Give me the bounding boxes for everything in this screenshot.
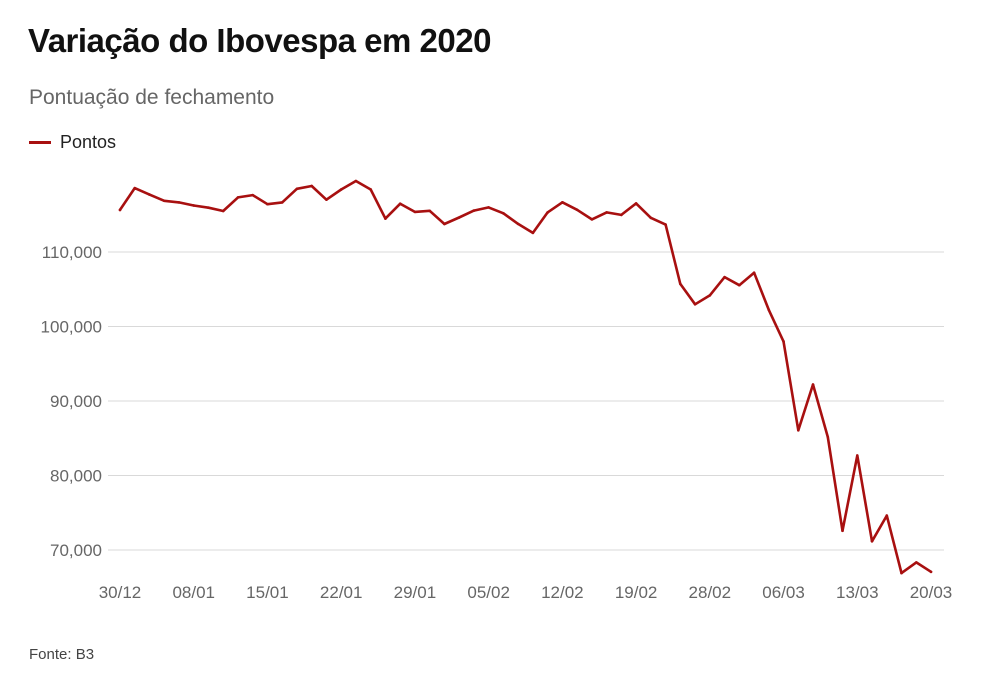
data-point xyxy=(428,209,431,213)
y-tick-label: 80,000 xyxy=(50,467,102,486)
data-point xyxy=(516,222,520,226)
y-tick-label: 90,000 xyxy=(50,392,102,411)
data-point xyxy=(870,539,874,543)
data-point xyxy=(266,202,269,206)
x-tick-label: 08/01 xyxy=(172,583,215,602)
y-tick-label: 110,000 xyxy=(42,243,102,262)
data-point xyxy=(605,211,608,214)
data-point xyxy=(811,383,815,386)
data-point xyxy=(369,188,372,191)
x-tick-label: 12/02 xyxy=(541,583,584,602)
y-tick-label: 70,000 xyxy=(50,541,102,560)
data-point xyxy=(855,454,859,457)
data-point xyxy=(221,209,225,213)
data-point xyxy=(723,275,726,279)
data-point xyxy=(280,201,284,204)
legend-label: Pontos xyxy=(60,131,117,152)
data-point xyxy=(472,209,476,212)
data-point xyxy=(679,282,682,286)
y-tick-label: 100,000 xyxy=(41,318,102,337)
data-point xyxy=(162,199,166,203)
data-point xyxy=(487,206,490,209)
data-point xyxy=(133,186,137,190)
x-tick-label: 06/03 xyxy=(762,583,805,602)
data-point xyxy=(310,184,313,188)
data-point xyxy=(384,217,387,220)
data-point xyxy=(649,216,653,220)
data-point xyxy=(295,187,299,191)
source-note: Fonte: B3 xyxy=(29,646,95,663)
data-point xyxy=(826,435,830,439)
data-point xyxy=(354,179,358,183)
chart-title: Variação do Ibovespa em 2020 xyxy=(28,22,491,59)
data-point xyxy=(752,271,756,274)
data-point xyxy=(118,208,122,212)
line-chart: 70,000 80,000 90,000 100,000 110,000 30/12 08/… xyxy=(41,179,953,602)
data-point xyxy=(782,340,785,343)
data-point xyxy=(885,514,889,517)
data-point xyxy=(575,208,579,212)
legend-swatch xyxy=(29,140,51,144)
data-point xyxy=(620,213,623,217)
data-point xyxy=(914,561,918,564)
data-point xyxy=(192,204,196,207)
x-tick-label: 22/01 xyxy=(320,583,363,602)
chart-subtitle: Pontuação de fechamento xyxy=(29,86,275,109)
x-tick-label: 19/02 xyxy=(615,583,658,602)
x-tick-label: 29/01 xyxy=(394,583,437,602)
data-point xyxy=(502,212,505,215)
series-line-pontos xyxy=(118,179,933,575)
data-point xyxy=(148,193,151,196)
data-point xyxy=(177,201,181,204)
x-tick-label: 13/03 xyxy=(836,583,879,602)
data-point xyxy=(236,196,240,199)
data-point xyxy=(339,188,343,191)
x-tick-label: 28/02 xyxy=(689,583,732,602)
data-point xyxy=(207,206,210,209)
data-point xyxy=(443,222,446,226)
data-point xyxy=(546,211,549,214)
data-point xyxy=(531,231,535,235)
data-point xyxy=(457,216,461,219)
data-point xyxy=(590,218,594,221)
data-point xyxy=(398,202,402,206)
x-tick-label: 15/01 xyxy=(246,583,289,602)
data-point xyxy=(325,198,328,201)
data-point xyxy=(738,283,741,287)
data-point xyxy=(929,570,933,574)
data-point xyxy=(664,223,667,226)
data-point xyxy=(767,308,771,312)
data-point xyxy=(634,202,638,205)
data-point xyxy=(693,302,697,306)
x-tick-label: 20/03 xyxy=(910,583,953,602)
data-point xyxy=(413,210,417,214)
x-tick-label: 05/02 xyxy=(467,583,510,602)
x-tick-label: 30/12 xyxy=(99,583,142,602)
data-point xyxy=(841,529,844,533)
data-point xyxy=(796,429,800,432)
data-point xyxy=(900,571,903,575)
data-point xyxy=(708,294,712,297)
data-point xyxy=(561,200,564,204)
legend: Pontos xyxy=(29,131,116,153)
data-point xyxy=(251,193,255,197)
